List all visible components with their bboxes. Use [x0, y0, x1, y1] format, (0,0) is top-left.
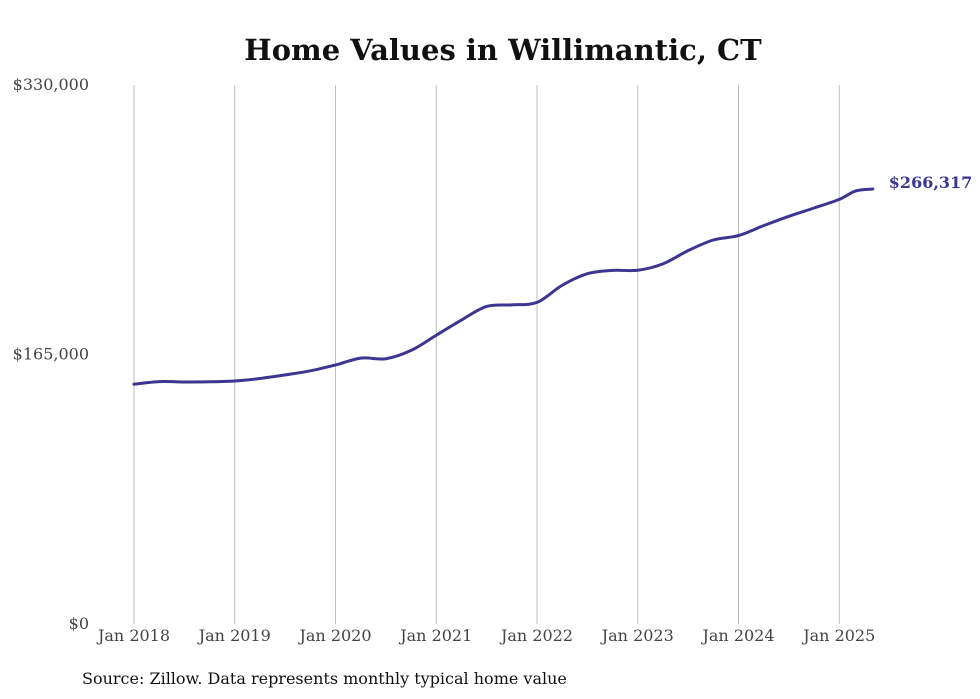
x-tick-label-2: Jan 2020: [297, 626, 371, 645]
x-tick-label-1: Jan 2019: [197, 626, 271, 645]
x-axis-ticks: Jan 2018 Jan 2019 Jan 2020 Jan 2021 Jan 2022…: [96, 626, 875, 645]
end-value-label: $266,317: [889, 173, 973, 192]
y-axis-ticks: $0 $165,000 $330,000: [13, 75, 89, 633]
x-tick-label-0: Jan 2018: [96, 626, 170, 645]
y-tick-label-0: $0: [69, 614, 89, 633]
y-tick-label-2: $330,000: [13, 75, 89, 94]
x-tick-label-6: Jan 2024: [700, 626, 774, 645]
series-group: [132, 187, 875, 386]
x-tick-label-4: Jan 2022: [499, 626, 573, 645]
series-line-0: [132, 187, 875, 386]
y-tick-label-1: $165,000: [13, 345, 89, 364]
x-tick-label-5: Jan 2023: [600, 626, 674, 645]
chart-title: Home Values in Willimantic, CT: [244, 33, 762, 67]
source-note: Source: Zillow. Data represents monthly …: [82, 669, 567, 688]
end-label-group: $266,317: [889, 173, 973, 192]
x-tick-label-7: Jan 2025: [801, 626, 875, 645]
gridlines: [133, 85, 840, 624]
x-tick-label-3: Jan 2021: [398, 626, 472, 645]
